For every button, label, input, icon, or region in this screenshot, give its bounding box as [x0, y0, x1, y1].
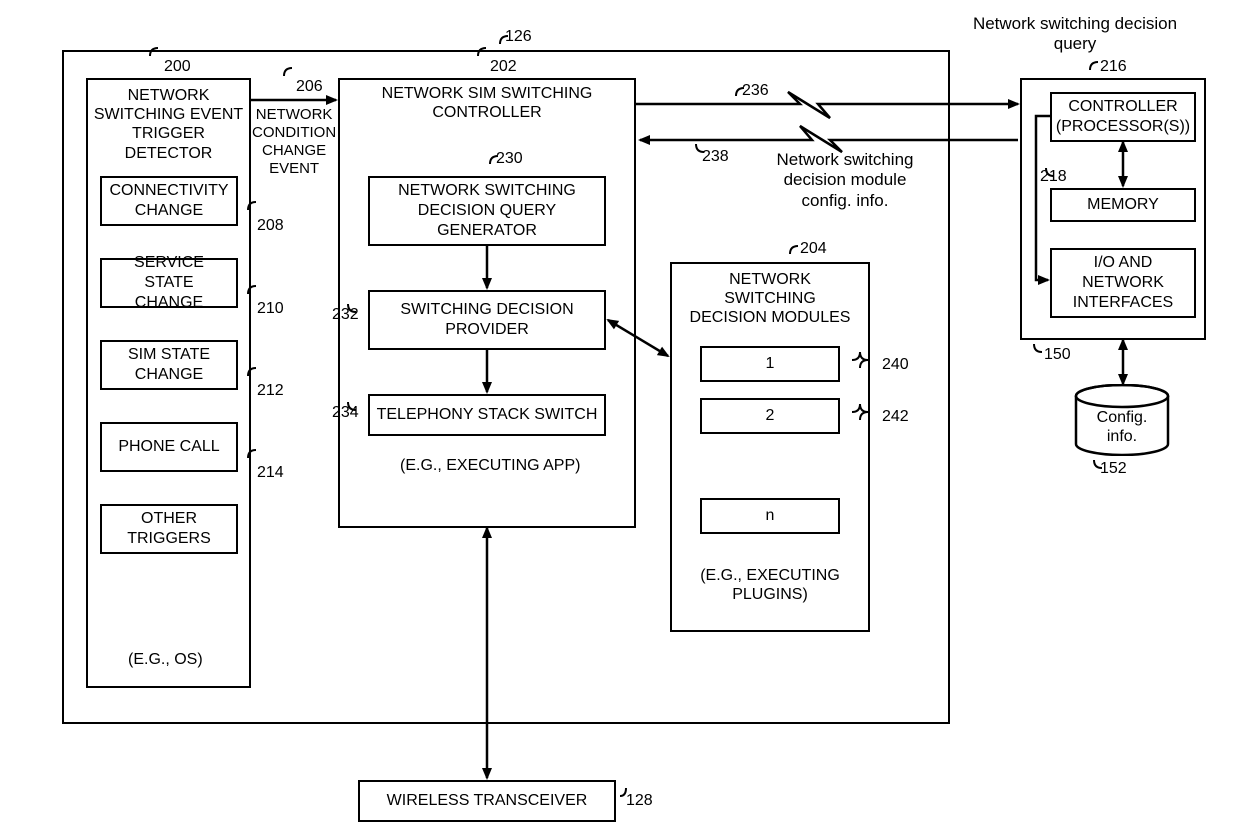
db-label: Config. info.: [1074, 408, 1170, 446]
server-ctrl: CONTROLLER (PROCESSOR(S)): [1050, 92, 1196, 142]
config-label: Network switching decision module config…: [755, 150, 935, 211]
ref-152: 152: [1100, 460, 1127, 478]
detector-item-2-label: SIM STATE CHANGE: [108, 345, 230, 385]
modules-item-2: n: [700, 498, 840, 534]
detector-item-4: OTHER TRIGGERS: [100, 504, 238, 554]
server-io-label: I/O AND NETWORK INTERFACES: [1058, 253, 1188, 313]
controller-switch-label: TELEPHONY STACK SWITCH: [377, 405, 598, 425]
detector-title: NETWORK SWITCHING EVENT TRIGGER DETECTOR: [88, 86, 249, 163]
ref-212: 212: [257, 382, 284, 400]
server-ctrl-label: CONTROLLER (PROCESSOR(S)): [1056, 97, 1190, 137]
detector-item-4-label: OTHER TRIGGERS: [108, 509, 230, 549]
controller-gen-label: NETWORK SWITCHING DECISION QUERY GENERAT…: [376, 181, 598, 241]
controller-provider: SWITCHING DECISION PROVIDER: [368, 290, 606, 350]
ref-234: 234: [332, 404, 359, 422]
modules-item-0: 1: [700, 346, 840, 382]
ref-232: 232: [332, 306, 359, 324]
ref-210: 210: [257, 300, 284, 318]
detector-item-1: SERVICE STATE CHANGE: [100, 258, 238, 308]
ref-208: 208: [257, 217, 284, 235]
detector-item-2: SIM STATE CHANGE: [100, 340, 238, 390]
modules-note: (E.G., EXECUTING PLUGINS): [700, 566, 840, 604]
server-io: I/O AND NETWORK INTERFACES: [1050, 248, 1196, 318]
modules-item-2-label: n: [766, 506, 775, 526]
query-label: Network switching decision query: [960, 14, 1190, 55]
detector-item-3-label: PHONE CALL: [118, 437, 219, 457]
server-mem: MEMORY: [1050, 188, 1196, 222]
ref-206: 206: [296, 78, 323, 96]
ref-202: 202: [490, 58, 517, 76]
controller-note: (E.G., EXECUTING APP): [400, 456, 580, 475]
event-arrow-label: NETWORK CONDITION CHANGE EVENT: [252, 106, 336, 178]
ref-128: 128: [626, 792, 653, 810]
ref-216: 216: [1100, 58, 1127, 76]
server-mem-label: MEMORY: [1087, 195, 1159, 215]
detector-item-0: CONNECTIVITY CHANGE: [100, 176, 238, 226]
detector-item-1-label: SERVICE STATE CHANGE: [108, 253, 230, 313]
transceiver-label: WIRELESS TRANSCEIVER: [387, 791, 588, 811]
detector-item-3: PHONE CALL: [100, 422, 238, 472]
db-cylinder: Config. info.: [1074, 384, 1170, 456]
ref-200: 200: [164, 58, 191, 76]
ref-230: 230: [496, 150, 523, 168]
detector-item-0-label: CONNECTIVITY CHANGE: [108, 181, 230, 221]
transceiver-box: WIRELESS TRANSCEIVER: [358, 780, 616, 822]
ref-236: 236: [742, 82, 769, 100]
controller-gen: NETWORK SWITCHING DECISION QUERY GENERAT…: [368, 176, 606, 246]
ref-218: 218: [1040, 168, 1067, 186]
ref-214: 214: [257, 464, 284, 482]
modules-item-1-label: 2: [766, 406, 775, 426]
detector-note: (E.G., OS): [128, 650, 203, 669]
modules-title: NETWORK SWITCHING DECISION MODULES: [672, 270, 868, 328]
ref-150: 150: [1044, 346, 1071, 364]
controller-title: NETWORK SIM SWITCHING CONTROLLER: [340, 84, 634, 122]
controller-switch: TELEPHONY STACK SWITCH: [368, 394, 606, 436]
ref-126: 126: [505, 28, 532, 46]
modules-item-1: 2: [700, 398, 840, 434]
ref-240: 240: [882, 356, 909, 374]
ref-242: 242: [882, 408, 909, 426]
modules-item-0-label: 1: [766, 354, 775, 374]
ref-238: 238: [702, 148, 729, 166]
ref-204: 204: [800, 240, 827, 258]
controller-provider-label: SWITCHING DECISION PROVIDER: [376, 300, 598, 340]
